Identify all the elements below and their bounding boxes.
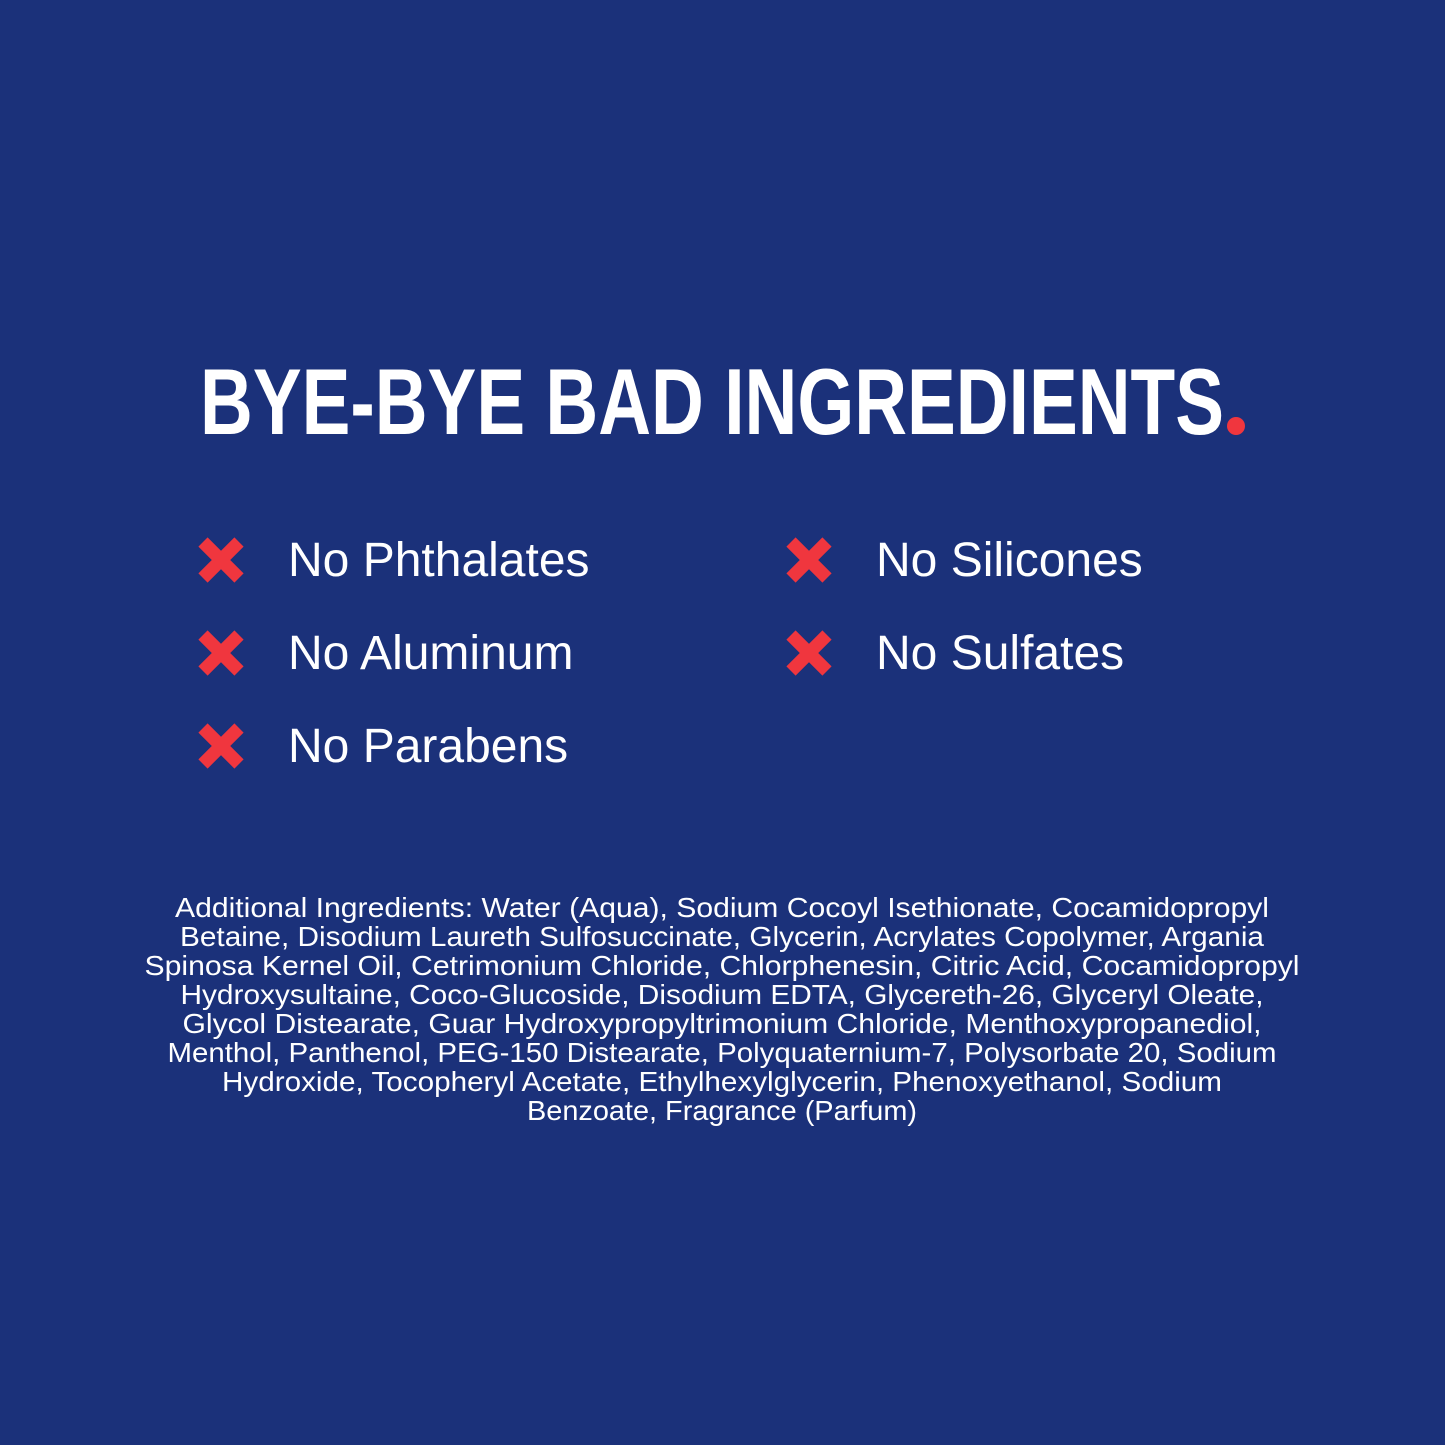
item-label: No Aluminum bbox=[288, 626, 574, 680]
list-item: No Phthalates bbox=[196, 530, 590, 590]
ingredients-line: Glycol Distearate, Guar Hydroxypropyltri… bbox=[183, 1008, 1262, 1039]
list-item: No Aluminum bbox=[196, 623, 573, 683]
item-label: No Phthalates bbox=[288, 533, 590, 587]
x-mark-icon bbox=[196, 535, 246, 585]
ingredients-line: Hydroxide, Tocopheryl Acetate, Ethylhexy… bbox=[222, 1066, 1222, 1097]
ingredients-line: Menthol, Panthenol, PEG-150 Distearate, … bbox=[168, 1037, 1277, 1068]
ingredients-line: Hydroxysultaine, Coco-Glucoside, Disodiu… bbox=[181, 979, 1264, 1010]
x-mark-icon bbox=[784, 628, 834, 678]
ingredients-line: Benzoate, Fragrance (Parfum) bbox=[527, 1095, 917, 1126]
item-label: No Parabens bbox=[288, 719, 569, 773]
heading-period bbox=[1227, 417, 1245, 435]
x-mark-icon bbox=[196, 628, 246, 678]
ingredients-line: Betaine, Disodium Laureth Sulfosuccinate… bbox=[180, 921, 1264, 952]
list-item: No Silicones bbox=[784, 530, 1143, 590]
heading: BYE-BYE BAD INGREDIENTS bbox=[200, 349, 1224, 454]
ingredients-line: Additional Ingredients: Water (Aqua), So… bbox=[175, 892, 1269, 923]
item-label: No Sulfates bbox=[876, 626, 1125, 680]
item-label: No Silicones bbox=[876, 533, 1143, 587]
additional-ingredients: Additional Ingredients: Water (Aqua), So… bbox=[145, 892, 1300, 1126]
list-item: No Sulfates bbox=[784, 623, 1124, 683]
x-mark-icon bbox=[196, 721, 246, 771]
list-item: No Parabens bbox=[196, 716, 568, 776]
x-mark-icon bbox=[784, 535, 834, 585]
ingredients-line: Spinosa Kernel Oil, Cetrimonium Chloride… bbox=[145, 950, 1300, 981]
